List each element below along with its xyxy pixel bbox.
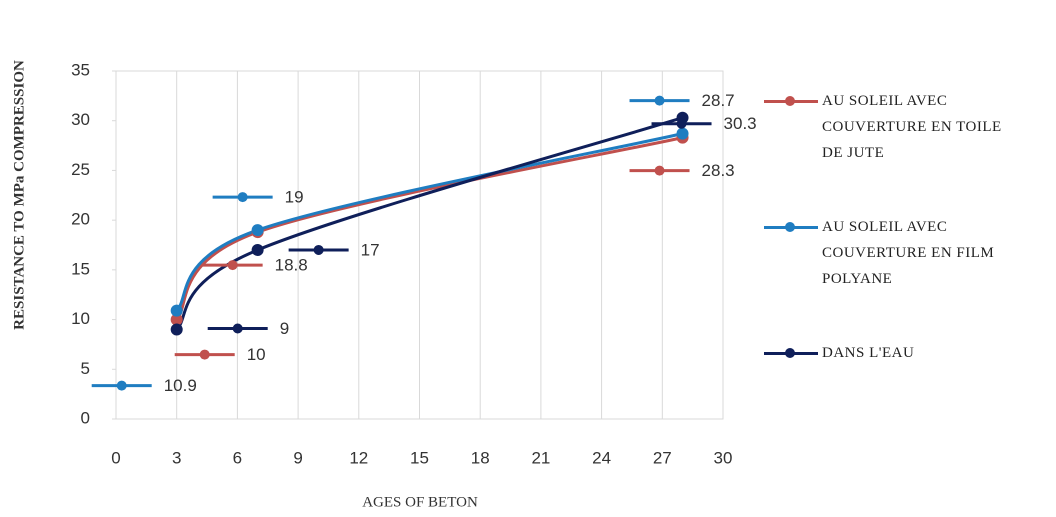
x-tick-label: 9: [293, 448, 302, 467]
x-tick-label: 24: [592, 448, 611, 467]
legend-label: AU SOLEIL AVEC COUVERTURE EN FILM POLYAN…: [822, 219, 995, 287]
x-tick-label: 12: [349, 448, 368, 467]
label-key-dot: [116, 380, 127, 391]
y-tick-label: 5: [81, 359, 90, 378]
label-key-dot: [654, 165, 665, 176]
legend-entry: DANS L'EAU: [762, 340, 1012, 366]
y-tick-label: 20: [71, 210, 90, 229]
legend-label: DANS L'EAU: [822, 345, 915, 361]
x-tick-label: 15: [410, 448, 429, 467]
x-axis-title: AGES OF BETON: [362, 494, 478, 510]
data-label: 17: [361, 240, 380, 259]
label-key-dot: [676, 118, 687, 129]
x-tick-label: 21: [531, 448, 550, 467]
data-label: 10: [247, 345, 266, 364]
data-label: 10.9: [164, 376, 197, 395]
legend: AU SOLEIL AVEC COUVERTURE EN TOILE DE JU…: [762, 88, 1012, 366]
point: [251, 224, 264, 237]
y-tick-label: 0: [81, 408, 90, 427]
x-tick-label: 30: [714, 448, 733, 467]
x-tick-label: 18: [471, 448, 490, 467]
x-tick-label: 6: [233, 448, 242, 467]
legend-key: [764, 348, 818, 358]
data-label: 28.3: [702, 161, 735, 180]
series-line: [175, 136, 683, 321]
point: [170, 323, 183, 336]
data-label: 28.7: [702, 91, 735, 110]
data-label: 30.3: [724, 114, 757, 133]
y-axis-title: RESISTANCE TO MPa COMPRESSION: [11, 60, 27, 330]
point: [170, 304, 183, 317]
point: [676, 127, 689, 140]
legend-entry: AU SOLEIL AVEC COUVERTURE EN FILM POLYAN…: [762, 214, 1012, 292]
label-key-dot: [232, 323, 243, 334]
x-tick-label: 3: [172, 448, 181, 467]
data-label: 18.8: [275, 256, 308, 275]
y-tick-label: 35: [71, 60, 90, 79]
y-tick-label: 25: [71, 160, 90, 179]
y-tick-label: 15: [71, 259, 90, 278]
label-key-dot: [237, 192, 248, 203]
series-line: [175, 132, 683, 312]
legend-entry: AU SOLEIL AVEC COUVERTURE EN TOILE DE JU…: [762, 88, 1012, 166]
legend-key: [764, 222, 818, 232]
legend-label: AU SOLEIL AVEC COUVERTURE EN TOILE DE JU…: [822, 93, 1002, 161]
label-key-dot: [199, 349, 210, 360]
x-tick-label: 0: [111, 448, 120, 467]
label-key-dot: [313, 244, 324, 255]
y-tick-label: 10: [71, 309, 90, 328]
point: [251, 243, 264, 256]
data-label: 19: [285, 188, 304, 207]
label-key-dot: [654, 95, 665, 106]
data-label: 9: [280, 319, 289, 338]
point: [170, 313, 183, 326]
label-key-dot: [227, 260, 238, 271]
legend-key: [764, 96, 818, 106]
x-tick-label: 27: [653, 448, 672, 467]
series-line: [175, 116, 683, 331]
y-tick-label: 30: [71, 110, 90, 129]
